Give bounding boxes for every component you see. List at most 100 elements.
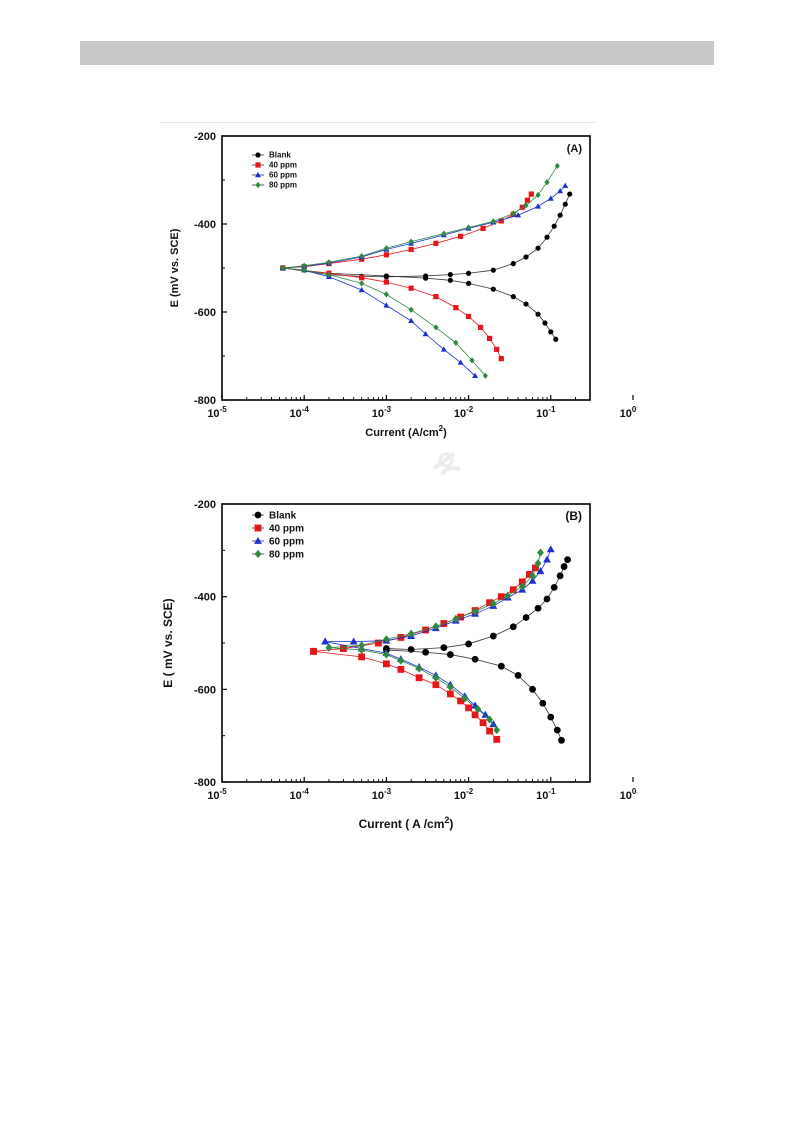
data-point xyxy=(510,294,516,300)
data-point xyxy=(471,607,479,616)
data-point xyxy=(301,267,307,274)
data-point xyxy=(358,653,366,661)
data-point xyxy=(536,567,545,575)
data-point xyxy=(522,614,530,621)
data-point xyxy=(446,682,454,692)
data-point xyxy=(432,673,440,682)
data-point xyxy=(457,359,464,365)
x-tick-exponent: -2 xyxy=(466,405,474,414)
data-point xyxy=(440,346,447,352)
series-blank xyxy=(280,191,573,342)
legend-marker xyxy=(255,171,261,178)
data-point xyxy=(465,280,472,286)
y-tick-label: -600 xyxy=(194,307,216,319)
x-tick-label: 10-3 xyxy=(372,405,392,420)
data-point xyxy=(537,548,544,557)
legend-marker xyxy=(254,536,262,544)
data-point xyxy=(301,262,307,269)
data-point xyxy=(453,339,459,346)
x-tick-exponent: -4 xyxy=(302,405,310,414)
data-point xyxy=(544,179,550,186)
data-point xyxy=(358,286,365,293)
series-80-ppm xyxy=(280,162,560,379)
data-point xyxy=(534,604,542,612)
data-point xyxy=(469,357,475,364)
data-point xyxy=(562,182,569,188)
data-point xyxy=(408,285,414,291)
legend-label: 40 ppm xyxy=(269,161,297,170)
x-tick-base: 10 xyxy=(290,790,302,802)
legend-label: 60 ppm xyxy=(269,536,304,547)
legend: Blank 40 ppm 60 ppm 80 ppm xyxy=(252,510,304,560)
data-point xyxy=(383,279,389,285)
cathodic-branch-line xyxy=(386,649,562,741)
data-point xyxy=(532,564,539,572)
x-tick-label: 100 xyxy=(620,405,637,420)
x-axis-label: Current ( A /cm2) xyxy=(359,815,454,831)
data-point xyxy=(457,697,465,705)
data-point xyxy=(543,555,551,563)
separator-line xyxy=(160,122,596,123)
data-point xyxy=(564,556,571,563)
data-point xyxy=(375,639,382,647)
data-point xyxy=(432,622,440,631)
x-tick-label: 10-5 xyxy=(207,787,227,802)
data-point xyxy=(383,273,389,279)
data-point xyxy=(553,726,561,734)
data-point xyxy=(447,277,453,283)
data-point xyxy=(326,259,332,266)
data-point xyxy=(422,626,430,634)
data-point xyxy=(515,212,522,218)
anodic-branch-line xyxy=(282,165,558,269)
x-tick-label: 10-1 xyxy=(536,787,556,802)
x-axis-label-sup: 2 xyxy=(444,815,449,825)
data-point xyxy=(397,666,405,673)
data-point xyxy=(523,254,529,260)
data-point xyxy=(560,563,568,570)
data-point xyxy=(548,329,554,335)
data-point xyxy=(535,245,541,251)
data-point xyxy=(490,218,496,225)
data-point xyxy=(556,572,564,580)
data-point xyxy=(441,230,447,237)
data-point xyxy=(562,201,568,207)
data-point xyxy=(432,681,440,689)
data-point xyxy=(465,640,472,648)
x-tick-label: 100 xyxy=(620,787,637,802)
x-tick-label: 10-3 xyxy=(372,787,392,802)
y-tick-label: -200 xyxy=(194,131,216,143)
data-point xyxy=(415,664,423,673)
data-point xyxy=(482,372,488,379)
data-point xyxy=(509,586,517,594)
data-point xyxy=(526,571,533,578)
watermark-logo xyxy=(432,452,462,476)
legend-marker xyxy=(254,511,262,519)
data-point xyxy=(447,272,453,278)
data-point xyxy=(486,727,493,735)
legend-marker xyxy=(255,162,261,168)
data-point xyxy=(567,191,573,197)
legend-marker xyxy=(255,181,261,189)
data-point xyxy=(446,690,454,698)
data-point xyxy=(481,710,490,718)
x-tick-exponent: -1 xyxy=(548,405,556,414)
data-point xyxy=(480,225,486,231)
data-point xyxy=(542,320,548,326)
x-tick-base: 10 xyxy=(290,408,302,420)
data-point xyxy=(446,651,454,658)
x-tick-label: 10-2 xyxy=(454,405,474,420)
data-point xyxy=(553,336,559,342)
data-point xyxy=(543,595,551,603)
data-point xyxy=(383,245,389,252)
data-point xyxy=(479,719,487,727)
x-tick-exponent: -2 xyxy=(466,787,474,796)
data-point xyxy=(465,313,472,319)
data-point xyxy=(452,614,460,623)
data-point xyxy=(471,655,479,663)
data-point xyxy=(494,346,500,352)
x-tick-label: 10-4 xyxy=(290,787,310,802)
series-blank xyxy=(382,556,571,744)
data-point xyxy=(528,576,537,584)
data-point xyxy=(415,674,423,682)
